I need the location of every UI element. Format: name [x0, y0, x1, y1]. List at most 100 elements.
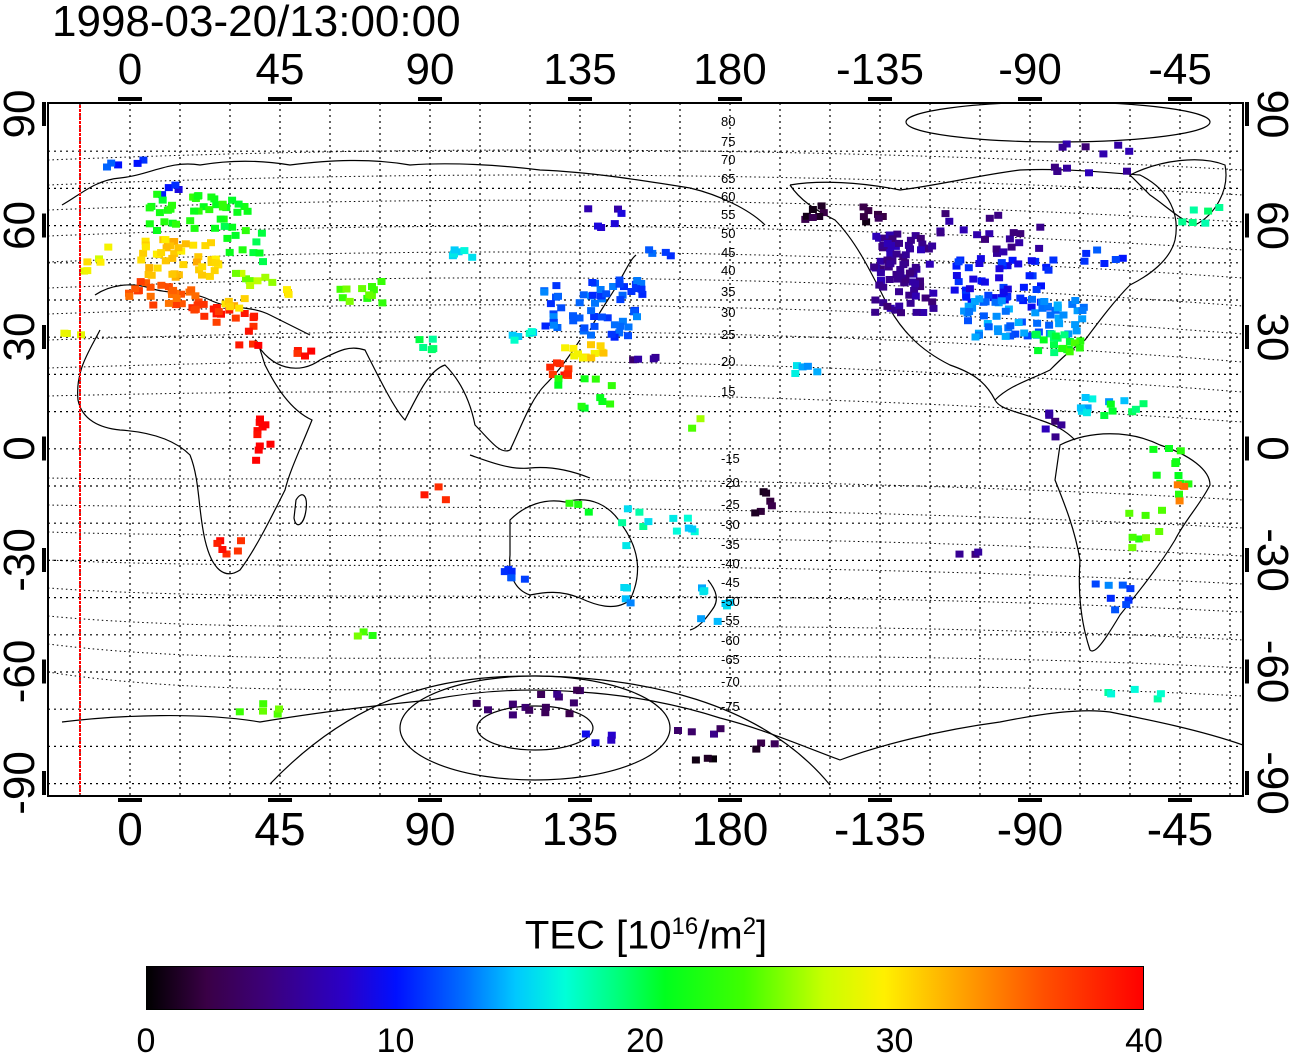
tec-sample [575, 314, 584, 322]
tec-sample [554, 292, 562, 300]
tec-sample [928, 298, 937, 306]
tec-sample [160, 218, 169, 226]
tec-sample [353, 632, 362, 640]
tec-sample [1076, 404, 1085, 412]
tec-sample [569, 344, 578, 352]
tec-sample [1124, 596, 1133, 604]
tec-sample [213, 539, 222, 547]
top-tick-mark [718, 97, 742, 101]
tec-sample [207, 193, 216, 201]
tec-sample [918, 240, 927, 248]
tec-sample [228, 223, 237, 231]
tec-sample [871, 308, 880, 316]
tec-sample [166, 205, 175, 213]
tec-sample [950, 286, 959, 294]
tec-sample [864, 207, 873, 215]
tec-sample [179, 261, 188, 269]
contour-line [48, 643, 1243, 669]
tec-sample [633, 313, 641, 321]
tec-sample [207, 259, 216, 266]
left-lat-label: -60 [0, 640, 44, 704]
tec-sample [249, 340, 257, 348]
left-lat-label: 30 [0, 313, 44, 362]
tec-sample [1038, 304, 1047, 312]
right-lat-label: -90 [1248, 751, 1292, 815]
tec-sample [1111, 256, 1120, 263]
tec-sample [906, 236, 915, 244]
tec-sample [211, 259, 220, 267]
right-tick-mark [1245, 548, 1249, 572]
tec-sample [1114, 141, 1123, 149]
tec-sample [877, 276, 885, 284]
tec-sample [945, 217, 954, 225]
tec-sample [420, 491, 429, 499]
tec-sample [584, 508, 593, 516]
tec-sample [164, 299, 173, 307]
tec-sample [911, 280, 920, 288]
left-tick-mark [42, 548, 46, 572]
south-polar-contour-outer [269, 675, 831, 786]
tec-sample [450, 250, 458, 258]
south-asia-coast [254, 339, 581, 452]
tec-sample [637, 285, 646, 293]
tec-sample [596, 394, 605, 402]
tec-sample [201, 242, 210, 250]
tec-sample [905, 269, 914, 277]
tec-sample [1027, 257, 1036, 265]
tec-sample [906, 299, 915, 307]
tec-sample [336, 285, 345, 293]
tec-sample [161, 257, 170, 265]
tec-sample [1083, 404, 1092, 412]
tec-sample [984, 323, 993, 331]
tec-sample [168, 201, 176, 209]
tec-sample [886, 260, 895, 268]
tec-sample [255, 249, 264, 257]
tec-sample [917, 246, 925, 254]
contour-label: 15 [721, 384, 735, 399]
tec-sample [254, 446, 263, 454]
south-america-coast [1054, 433, 1211, 652]
tec-sample [590, 322, 599, 330]
tec-sample [96, 258, 105, 266]
tec-sample [921, 294, 930, 302]
colorbar-tick-label: 10 [376, 1022, 415, 1060]
tec-sample [1060, 331, 1069, 339]
tec-sample [1016, 230, 1025, 238]
tec-sample [1039, 336, 1048, 344]
tec-sample [1050, 341, 1058, 349]
top-lon-label: -135 [836, 45, 924, 94]
tec-sample [573, 686, 582, 694]
tec-sample [345, 297, 354, 305]
top-tick-mark [418, 97, 442, 101]
tec-sample [1128, 544, 1137, 552]
tec-sample [172, 220, 180, 228]
tec-sample [484, 706, 492, 714]
tec-sample [892, 250, 901, 258]
tec-sample [870, 263, 879, 271]
left-lat-label: -30 [0, 528, 44, 592]
tec-sample [916, 283, 925, 291]
tec-sample [1005, 235, 1014, 243]
top-tick-mark [1168, 97, 1192, 101]
tec-sample [1071, 321, 1080, 329]
tec-sample [1053, 304, 1062, 312]
tec-sample [881, 234, 890, 242]
tec-sample [984, 291, 993, 299]
tec-sample [885, 276, 894, 283]
contour-label: 80 [721, 114, 735, 129]
tec-sample [1073, 307, 1082, 315]
tec-sample [1093, 246, 1102, 254]
tec-sample [565, 499, 574, 507]
tec-sample [177, 300, 186, 308]
tec-sample [554, 375, 563, 383]
tec-sample [980, 278, 989, 286]
tec-sample [1045, 321, 1054, 329]
tec-sample [198, 263, 207, 271]
tec-sample [691, 756, 700, 764]
tec-sample [1065, 338, 1074, 345]
tec-sample [193, 301, 202, 309]
tec-sample [879, 242, 888, 249]
left-tick-mark [42, 213, 46, 238]
tec-sample [508, 711, 517, 719]
colorbar-tick-label: 40 [1125, 1022, 1163, 1060]
